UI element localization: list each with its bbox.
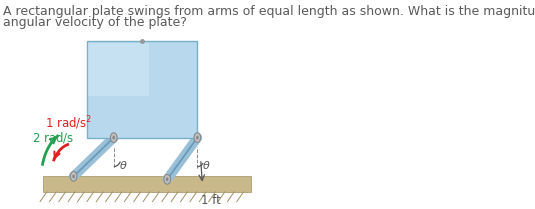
Bar xyxy=(88,43,149,96)
Text: $1\ \mathrm{rad/s}^2$: $1\ \mathrm{rad/s}^2$ xyxy=(45,114,93,132)
Text: 1 ft: 1 ft xyxy=(201,194,221,207)
Text: angular velocity of the plate?: angular velocity of the plate? xyxy=(3,17,187,29)
Bar xyxy=(43,176,251,192)
Text: $\theta$: $\theta$ xyxy=(119,159,128,171)
Text: $\theta$: $\theta$ xyxy=(202,159,211,171)
Circle shape xyxy=(110,133,117,143)
Circle shape xyxy=(112,136,115,140)
Circle shape xyxy=(196,136,198,140)
Circle shape xyxy=(72,175,75,178)
Bar xyxy=(87,41,197,138)
Circle shape xyxy=(70,172,77,181)
Circle shape xyxy=(194,133,201,143)
Circle shape xyxy=(166,177,169,181)
Circle shape xyxy=(164,175,171,184)
Text: A rectangular plate swings from arms of equal length as shown. What is the magni: A rectangular plate swings from arms of … xyxy=(3,5,535,18)
Text: $2\ \mathrm{rad/s}$: $2\ \mathrm{rad/s}$ xyxy=(32,130,74,145)
